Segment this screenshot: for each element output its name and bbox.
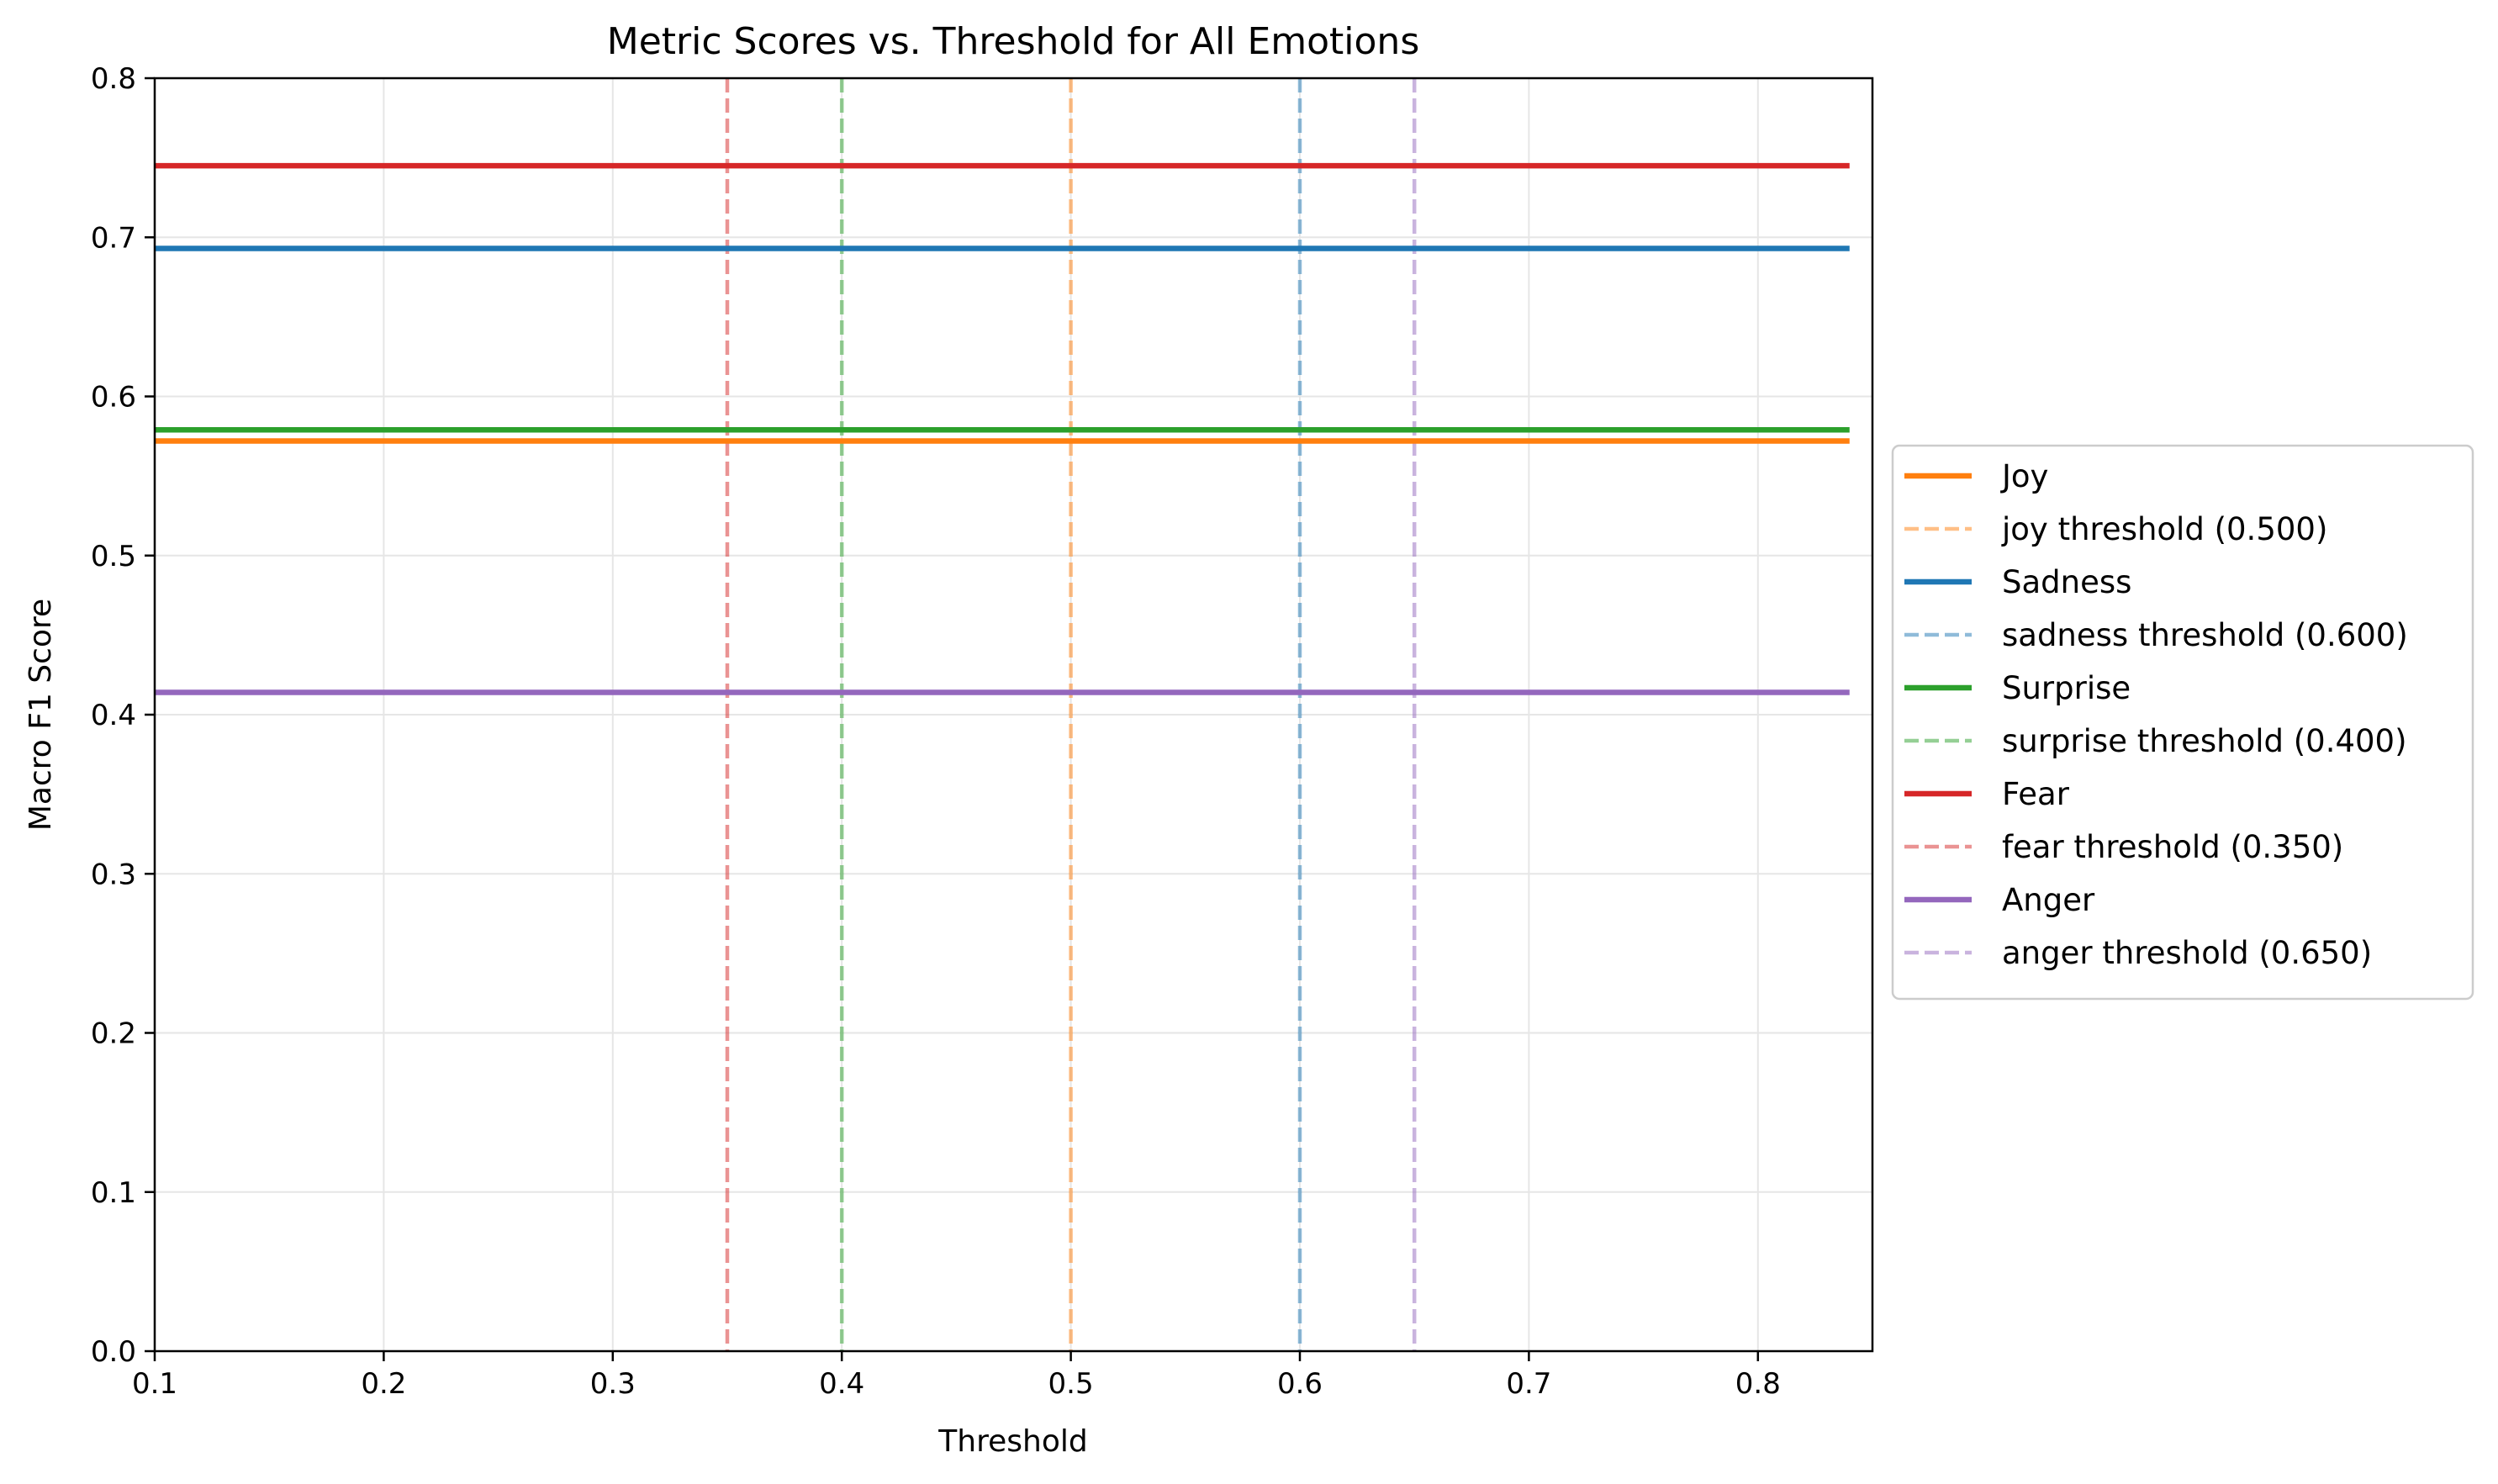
legend-label: Sadness [2002,564,2131,600]
y-axis-ticks: 0.0 0.1 0.2 0.3 0.4 0.5 0.6 0.7 0.8 [91,62,155,1369]
threshold-lines [725,78,1417,1351]
x-axis-ticks: 0.1 0.2 0.3 0.4 0.5 0.6 0.7 0.8 [132,1351,1781,1401]
y-tick-label: 0.4 [91,699,136,732]
x-axis-label: Threshold [937,1424,1087,1459]
x-tick-label: 0.1 [132,1367,177,1401]
x-tick-label: 0.5 [1048,1367,1094,1401]
y-tick-label: 0.2 [91,1017,136,1051]
y-tick-label: 0.6 [91,381,136,415]
x-tick-label: 0.7 [1506,1367,1551,1401]
y-tick-label: 0.5 [91,540,136,573]
legend-label: sadness threshold (0.600) [2002,617,2408,653]
y-tick-label: 0.3 [91,858,136,891]
legend-label: joy threshold (0.500) [2001,511,2327,547]
x-tick-label: 0.8 [1735,1367,1781,1401]
legend: Joy joy threshold (0.500) Sadness sadness t… [1891,444,2474,1001]
chart-title: Metric Scores vs. Threshold for All Emot… [607,20,1420,63]
legend-label: surprise threshold (0.400) [2002,723,2407,759]
y-tick-label: 0.8 [91,62,136,96]
legend-label: Joy [2000,458,2048,494]
legend-label: Surprise [2002,670,2131,706]
legend-label: anger threshold (0.650) [2002,935,2372,971]
x-tick-label: 0.4 [819,1367,864,1401]
y-axis-label: Macro F1 Score [24,599,58,831]
x-tick-label: 0.3 [590,1367,636,1401]
legend-label: Anger [2002,882,2095,918]
y-tick-label: 0.1 [91,1176,136,1210]
y-tick-label: 0.7 [91,221,136,255]
y-tick-label: 0.0 [91,1335,136,1369]
legend-box [1891,444,2474,1001]
legend-label: Fear [2002,776,2070,812]
x-tick-label: 0.6 [1277,1367,1323,1401]
x-tick-label: 0.2 [361,1367,406,1401]
grid [154,77,1872,1352]
legend-label: fear threshold (0.350) [2002,829,2343,865]
series-lines [155,162,1850,695]
